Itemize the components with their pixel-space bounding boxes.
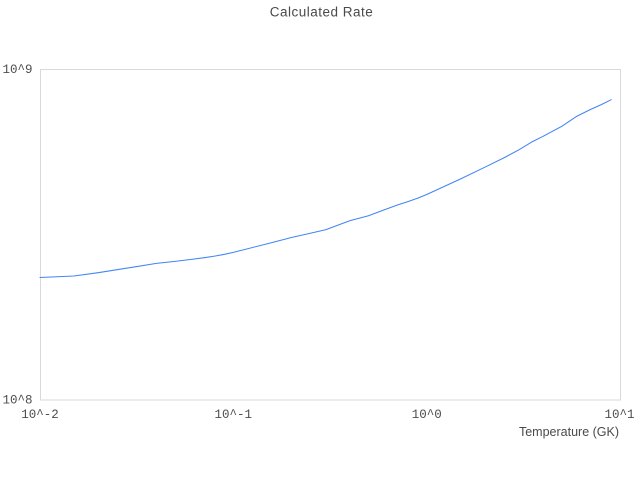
svg-text:10^8: 10^8 [2,394,32,408]
svg-text:10^-1: 10^-1 [215,408,253,422]
svg-text:10^0: 10^0 [412,408,442,422]
svg-text:10^1: 10^1 [604,408,634,422]
svg-text:10^-2: 10^-2 [21,408,59,422]
svg-text:Calculated Rate: Calculated Rate [270,5,374,20]
svg-text:Temperature (GK): Temperature (GK) [519,425,619,439]
svg-text:10^9: 10^9 [2,63,32,77]
